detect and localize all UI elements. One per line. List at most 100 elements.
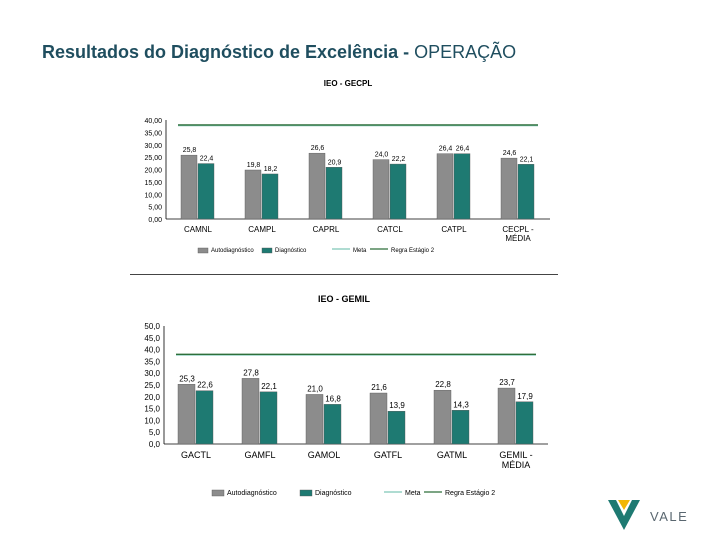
bar-auto bbox=[180, 154, 198, 220]
bar-diag bbox=[515, 401, 534, 445]
y-tick-label: 40,0 bbox=[144, 346, 160, 355]
bar-auto bbox=[308, 152, 326, 220]
data-label-auto: 21,0 bbox=[307, 384, 323, 393]
y-tick-label: 25,0 bbox=[144, 381, 160, 390]
y-tick-label: 40,00 bbox=[144, 118, 162, 125]
data-label-auto: 24,6 bbox=[503, 150, 517, 157]
vale-logo-mark-yellow bbox=[618, 500, 630, 510]
category-label: CAPRL bbox=[313, 225, 340, 234]
data-label-diag: 16,8 bbox=[325, 394, 341, 403]
category-label: CAMPL bbox=[248, 225, 276, 234]
legend-swatch-auto bbox=[197, 247, 209, 254]
bar-diag bbox=[195, 390, 214, 445]
data-label-diag: 14,3 bbox=[453, 400, 469, 409]
data-label-diag: 22,1 bbox=[520, 156, 534, 163]
y-tick-label: 0,00 bbox=[148, 217, 162, 224]
data-label-auto: 24,0 bbox=[375, 152, 389, 159]
category-label: GATFL bbox=[374, 450, 402, 460]
data-label-diag: 18,2 bbox=[264, 166, 278, 173]
bar-diag bbox=[451, 410, 470, 445]
data-label-auto: 27,8 bbox=[243, 368, 259, 377]
bar-auto bbox=[433, 389, 452, 445]
data-label-diag: 22,2 bbox=[392, 156, 406, 163]
category-label-line2: MÉDIA bbox=[505, 234, 531, 243]
bar-diag bbox=[261, 173, 279, 220]
category-label: GATML bbox=[437, 450, 467, 460]
chart-title: IEO - GECPL bbox=[324, 79, 373, 88]
category-label: GAMFL bbox=[244, 450, 275, 460]
legend-swatch-auto bbox=[211, 489, 225, 497]
category-label: CECPL -MÉDIA bbox=[502, 225, 534, 243]
y-tick-label: 15,0 bbox=[144, 405, 160, 414]
bar-auto bbox=[369, 392, 388, 445]
bar-diag bbox=[259, 391, 278, 445]
legend-label-auto: Autodiagnóstico bbox=[227, 490, 277, 497]
vale-logo: VALE bbox=[608, 500, 688, 530]
vale-logo-text: VALE bbox=[650, 509, 688, 524]
bar-diag bbox=[453, 153, 471, 220]
y-tick-label: 0,0 bbox=[149, 440, 161, 449]
y-tick-label: 10,00 bbox=[144, 192, 162, 199]
data-label-diag: 22,4 bbox=[200, 156, 214, 163]
category-label-line1: GEMIL - bbox=[499, 450, 532, 460]
bar-auto bbox=[305, 394, 324, 445]
bar-diag bbox=[323, 404, 342, 445]
legend-label-meta: Meta bbox=[405, 490, 421, 497]
bar-diag bbox=[387, 410, 406, 445]
y-tick-label: 25,00 bbox=[144, 155, 162, 162]
chart-gecpl: IEO - GECPL 40,00 35,00 30,00 25,00 20,00 15,0… bbox=[144, 79, 550, 254]
legend-swatch-diag bbox=[299, 489, 313, 497]
legend-label-diag: Diagnóstico bbox=[275, 248, 307, 254]
legend-swatch-diag bbox=[261, 247, 273, 254]
data-label-auto: 21,6 bbox=[371, 383, 387, 392]
category-label-line2: MÉDIA bbox=[502, 460, 531, 470]
y-tick-label: 45,0 bbox=[144, 334, 160, 343]
bar-diag bbox=[325, 167, 343, 220]
legend-label-regra: Regra Estágio 2 bbox=[391, 248, 435, 254]
chart-divider bbox=[130, 274, 558, 275]
data-label-auto: 22,8 bbox=[435, 380, 451, 389]
legend-label-regra: Regra Estágio 2 bbox=[445, 490, 495, 497]
bar-diag bbox=[517, 164, 535, 220]
bar-auto bbox=[244, 169, 262, 220]
data-label-diag: 20,9 bbox=[328, 159, 342, 166]
legend-label-diag: Diagnóstico bbox=[315, 490, 352, 497]
bar-diag bbox=[197, 163, 215, 220]
category-label: CATCL bbox=[377, 225, 403, 234]
category-label: GACTL bbox=[181, 450, 211, 460]
data-label-diag: 22,1 bbox=[261, 382, 277, 391]
bar-auto bbox=[436, 153, 454, 220]
y-tick-label: 5,00 bbox=[148, 205, 162, 212]
bar-auto bbox=[241, 378, 260, 445]
category-label: CAMNL bbox=[184, 225, 213, 234]
bar-auto bbox=[497, 387, 516, 445]
data-label-auto: 23,7 bbox=[499, 378, 515, 387]
y-tick-label: 35,0 bbox=[144, 357, 160, 366]
bar-auto bbox=[177, 384, 196, 445]
y-tick-label: 20,00 bbox=[144, 168, 162, 175]
y-tick-label: 35,00 bbox=[144, 130, 162, 137]
y-tick-label: 15,00 bbox=[144, 180, 162, 187]
data-label-auto: 26,4 bbox=[439, 146, 453, 153]
category-label: GEMIL -MÉDIA bbox=[499, 450, 532, 470]
data-label-diag: 13,9 bbox=[389, 401, 405, 410]
y-tick-label: 50,0 bbox=[144, 322, 160, 331]
data-label-diag: 17,9 bbox=[517, 392, 533, 401]
bar-diag bbox=[389, 163, 407, 220]
chart-gemil: IEO - GEMIL 50,0 45,0 40,0 35,0 30,0 25,0 20,0 1… bbox=[144, 294, 548, 497]
data-label-diag: 26,4 bbox=[456, 146, 470, 153]
chart-title: IEO - GEMIL bbox=[318, 294, 371, 304]
category-label: GAMOL bbox=[308, 450, 341, 460]
category-label: CATPL bbox=[441, 225, 467, 234]
bar-auto bbox=[372, 159, 390, 220]
category-label-line1: CECPL - bbox=[502, 225, 534, 234]
legend-label-auto: Autodiagnóstico bbox=[211, 248, 254, 254]
y-tick-label: 30,00 bbox=[144, 143, 162, 150]
bar-auto bbox=[500, 157, 518, 220]
vale-logo-mark-green bbox=[608, 500, 640, 530]
data-label-auto: 19,8 bbox=[247, 162, 261, 169]
y-tick-label: 5,0 bbox=[149, 428, 161, 437]
page-title: Resultados do Diagnóstico de Excelência … bbox=[42, 42, 517, 62]
data-label-auto: 25,8 bbox=[183, 147, 197, 154]
y-tick-label: 20,0 bbox=[144, 393, 160, 402]
